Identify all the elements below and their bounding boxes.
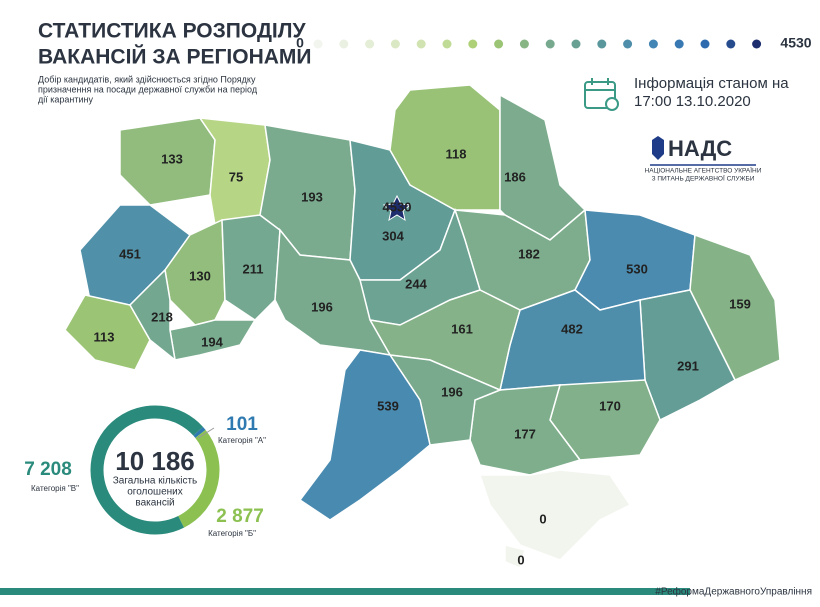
region-value: 244 bbox=[405, 276, 427, 291]
title: СТАТИСТИКА РОЗПОДІЛУ bbox=[38, 20, 306, 43]
region-value: 113 bbox=[94, 329, 115, 344]
logo-line: З ПИТАНЬ ДЕРЖАВНОЇ СЛУЖБИ bbox=[652, 175, 755, 183]
logo-name: НАДС bbox=[668, 136, 732, 161]
region-value: 182 bbox=[518, 246, 540, 261]
region-value: 451 bbox=[119, 246, 141, 261]
category-name: Категорія "В" bbox=[31, 484, 79, 493]
donut-segment bbox=[177, 429, 220, 528]
legend-dot bbox=[648, 39, 658, 49]
legend-dot bbox=[700, 39, 710, 49]
logo-emblem bbox=[652, 136, 664, 160]
legend-dot bbox=[519, 39, 529, 49]
footer: #РеформаДержавногоУправління bbox=[655, 586, 812, 598]
total-caption: вакансій bbox=[135, 498, 174, 509]
info-datetime: 17:00 13.10.2020 bbox=[634, 93, 751, 110]
region-value: 196 bbox=[441, 384, 463, 399]
capital-value: 4530 bbox=[383, 199, 412, 214]
region-value: 304 bbox=[382, 228, 404, 243]
region-value: 291 bbox=[677, 358, 699, 373]
legend-dot bbox=[571, 39, 581, 49]
legend-dot bbox=[597, 39, 607, 49]
capital-marker bbox=[382, 194, 412, 222]
region bbox=[169, 319, 257, 361]
region-value: 130 bbox=[189, 268, 211, 283]
total-caption: оголошених bbox=[127, 487, 183, 498]
category-name: Категорія "Б" bbox=[208, 529, 256, 538]
donut-segment bbox=[90, 405, 203, 535]
region-value: 530 bbox=[626, 261, 648, 276]
legend-dot bbox=[623, 39, 633, 49]
region-value: 211 bbox=[243, 261, 264, 276]
region-value: 193 bbox=[301, 189, 323, 204]
connector bbox=[197, 427, 215, 439]
region bbox=[298, 349, 431, 521]
legend-dot bbox=[468, 39, 478, 49]
legend-dot bbox=[313, 39, 323, 49]
region-value: 539 bbox=[377, 398, 399, 413]
legend-dot bbox=[390, 39, 400, 49]
region-value: 118 bbox=[446, 146, 467, 161]
legend-dot bbox=[442, 39, 452, 49]
legend-dot bbox=[416, 39, 426, 49]
region bbox=[164, 218, 226, 326]
region-value: 159 bbox=[729, 296, 751, 311]
footer-bar bbox=[0, 588, 690, 595]
region-value: 170 bbox=[599, 398, 621, 413]
region bbox=[504, 544, 526, 570]
subtitle: Добір кандидатів, який здійснюється згід… bbox=[38, 74, 256, 84]
region-value: 482 bbox=[561, 321, 583, 336]
legend-dot bbox=[494, 39, 504, 49]
legend-dot bbox=[674, 39, 684, 49]
category-name: Категорія "А" bbox=[218, 436, 266, 445]
region bbox=[469, 384, 582, 476]
region-value: 75 bbox=[229, 169, 243, 184]
total: 10 186 bbox=[115, 446, 195, 476]
legend-dot bbox=[545, 39, 555, 49]
legend-dot bbox=[365, 39, 375, 49]
donut-segment bbox=[193, 426, 206, 439]
legend-min: 0 bbox=[296, 35, 304, 51]
legend-dot bbox=[726, 39, 736, 49]
region-value: 177 bbox=[514, 426, 536, 441]
info-label: Інформація станом на bbox=[634, 75, 789, 92]
total-caption: Загальна кількість bbox=[113, 476, 198, 487]
region-value: 186 bbox=[504, 169, 526, 184]
region bbox=[129, 268, 177, 362]
calendar-icon bbox=[584, 78, 619, 111]
category-value: 101 bbox=[226, 414, 258, 435]
region-value: 0 bbox=[517, 552, 524, 567]
region bbox=[478, 469, 632, 561]
legend-max: 4530 bbox=[780, 35, 811, 51]
region-value: 0 bbox=[539, 511, 546, 526]
region bbox=[499, 93, 587, 241]
subtitle: дії карантину bbox=[38, 94, 93, 104]
category-value: 7 208 bbox=[24, 459, 72, 480]
category-value: 2 877 bbox=[216, 506, 264, 527]
logo-line: НАЦІОНАЛЬНЕ АГЕНТСТВО УКРАЇНИ bbox=[645, 167, 762, 175]
region-value: 133 bbox=[161, 151, 183, 166]
subtitle: призначення на посади державної служби н… bbox=[38, 84, 258, 94]
legend-dot bbox=[752, 39, 762, 49]
title: ВАКАНСІЙ ЗА РЕГІОНАМИ bbox=[38, 45, 312, 69]
region-value: 196 bbox=[311, 299, 333, 314]
region-value: 161 bbox=[451, 321, 473, 336]
region-value: 194 bbox=[201, 334, 223, 349]
region-value: 218 bbox=[151, 309, 173, 324]
map: 133 75 451 130 211 193 304 118 186 182 530 159 291 48… bbox=[64, 84, 781, 570]
legend-dot bbox=[339, 39, 349, 49]
